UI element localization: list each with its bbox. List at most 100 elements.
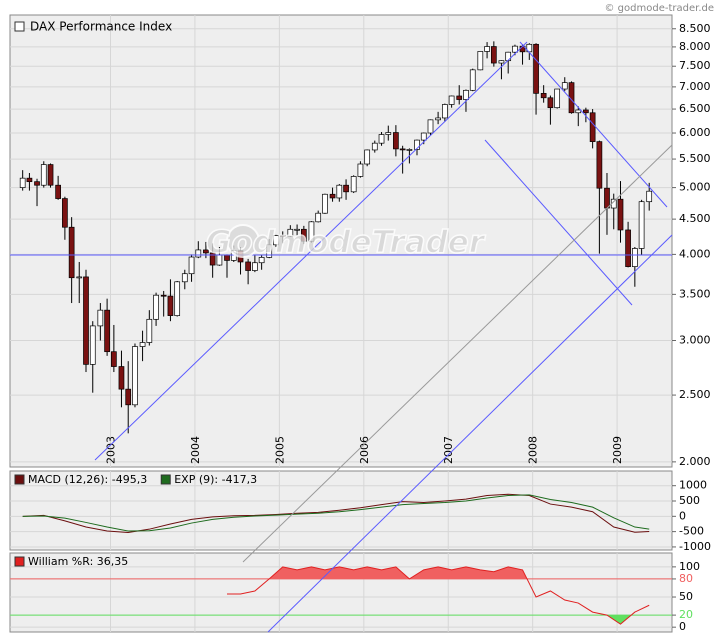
y-tick-label: 20 [679,608,693,621]
y-tick-label: 5.000 [679,181,711,194]
candle-body [47,164,54,186]
candle-body [273,235,279,246]
x-tick-label: 2006 [358,436,371,464]
y-tick-label: 3.500 [679,287,711,300]
candle-body [378,134,385,144]
series-line [227,566,650,625]
candle-body [139,342,146,347]
source: © godmode-trader.de [605,3,715,14]
candle-body [371,142,378,151]
candle-body [245,261,251,271]
candle-body [625,229,631,267]
candle-body [604,187,610,209]
candle-body [533,43,539,94]
candle-body [414,139,420,150]
candle-body [55,184,61,199]
trend-line [519,41,668,208]
candle-body [547,97,554,109]
y-tick-label: 4.500 [679,212,711,225]
candle-body [540,93,547,99]
candle-body [34,181,40,186]
candle-body [469,69,476,91]
y-tick-label: 80 [679,572,693,585]
candle-body [575,109,582,114]
candle-body [484,46,490,52]
candle-body [294,228,300,231]
candle-body [111,351,117,367]
watermark-group: GodmodeTrader [205,224,486,262]
y-tick-label: -500 [679,525,704,538]
candle-body [322,193,328,214]
candle-body [89,325,96,365]
overbought-fill [227,566,650,579]
candle-body [589,112,596,142]
legend-label: William %R: 36,35 [28,555,128,568]
candle-body [561,82,568,90]
panel-marks [19,41,653,434]
y-tick-label: 8.500 [679,22,711,35]
candle-body [315,212,322,223]
candle-body [336,184,343,199]
candle-body [427,119,434,134]
candle-body [104,309,110,353]
x-tick-label: 2004 [189,436,202,464]
series-line [22,494,650,532]
candle-body [287,228,294,237]
candle-body [350,176,357,193]
candle-body [146,318,153,343]
candle-body [252,262,258,271]
candle-body [181,273,188,283]
candle-body [448,95,455,105]
candle-body [68,226,75,279]
candle-body [167,295,174,316]
y-tick-label: 100 [679,560,700,573]
candle-body [498,60,505,64]
candle-body [279,235,286,237]
candle-body [97,309,104,327]
candle-body [188,256,195,275]
candle-body [554,88,561,109]
candle-body [638,201,645,249]
y-tick-label: 500 [679,494,700,507]
candle-body [329,193,336,199]
watermark-logo [226,224,260,258]
chart-title: DAX Performance Index [30,20,172,34]
legend-swatch [14,21,25,32]
candle-body [646,190,653,203]
x-tick-label: 2003 [104,436,117,464]
candle-body [406,149,413,151]
x-tick-label: 2009 [611,436,624,464]
trend-line [267,234,673,633]
candle-body [456,95,463,100]
panel-background [9,552,673,633]
legend-swatch [160,474,171,485]
candle-body [583,109,589,114]
candle-body [512,45,518,53]
candle-body [153,294,159,320]
y-tick-label: 50 [679,590,693,603]
y-tick-label: 7.000 [679,80,711,93]
candle-body [83,276,89,365]
watermark: GodmodeTrader [206,225,486,261]
candle-body [266,244,273,258]
x-tick-label: 2005 [273,436,286,464]
y-tick-label: 3.000 [679,334,711,347]
panel-background [9,14,673,468]
candle-body [308,221,315,242]
candle-body [132,346,138,406]
candle-body [435,117,441,121]
candle-body [195,249,202,258]
candle-body [76,276,83,279]
candle-body [364,149,371,165]
candle-body [26,177,33,183]
legend-swatch [14,474,25,485]
y-tick-label: 0 [679,509,686,522]
candle-body [118,366,125,390]
candle-body [343,184,349,193]
legend-label: MACD (12,26): -495,3 [28,473,147,486]
candle-body [160,294,167,297]
y-tick-label: 7.500 [679,59,711,72]
candle-body [62,198,68,228]
candle-body [209,252,216,266]
